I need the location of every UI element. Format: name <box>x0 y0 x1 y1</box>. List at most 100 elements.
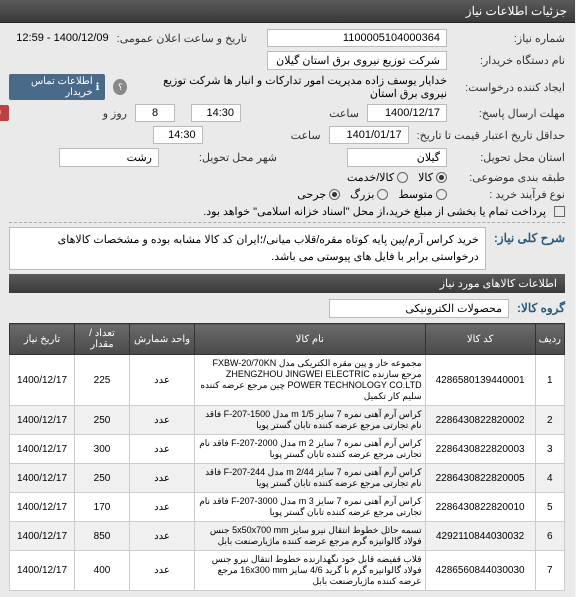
radio-middle[interactable]: متوسط <box>399 188 448 201</box>
contact-badge[interactable]: ℹ اطلاعات تماس خریدار <box>10 74 106 100</box>
table-header-row: ردیف کد کالا نام کالا واحد شمارش تعداد /… <box>11 324 566 355</box>
contact-badge-label: اطلاعات تماس خریدار <box>16 76 94 98</box>
days-left: 8 <box>136 104 176 122</box>
divider <box>10 222 566 223</box>
table-row[interactable]: 64292110844030032تسمه حائل خطوط انتقال ن… <box>11 522 566 551</box>
radio-khadamat[interactable]: کالا/خدمت <box>348 171 409 184</box>
radio-large[interactable]: بزرگ <box>351 188 389 201</box>
cell-qty: 250 <box>76 464 131 493</box>
requester-label: ایجاد کننده درخواست: <box>456 81 566 94</box>
cell-name: کراس آرم آهنی نمره 7 سایز m 2 مدل F-207-… <box>196 435 427 464</box>
radio-circle-icon <box>330 189 341 200</box>
cell-qty: 300 <box>76 435 131 464</box>
announce-value: 1400/12/09 - 12:59 <box>17 32 109 44</box>
province-label: استان محل تحویل: <box>456 151 566 164</box>
validity-label: حداقل تاریخ اعتبار قیمت تا تاریخ: <box>418 129 566 142</box>
panel-title: جزئیات اطلاعات نیاز <box>0 0 576 23</box>
cell-date: 1400/12/17 <box>11 406 76 435</box>
cell-date: 1400/12/17 <box>11 493 76 522</box>
radio-khadamat-label: کالا/خدمت <box>348 171 395 184</box>
cell-unit: عدد <box>131 406 196 435</box>
col-date[interactable]: تاریخ نیاز <box>11 324 76 355</box>
radio-kala[interactable]: کالا <box>419 171 448 184</box>
summary-label: شرح کلی نیاز: <box>495 227 566 249</box>
radio-circle-icon <box>398 172 409 183</box>
cell-qty: 225 <box>76 355 131 406</box>
time-label-1: ساعت <box>250 107 360 120</box>
cell-idx: 4 <box>536 464 565 493</box>
class-label: طبقه بندی موضوعی: <box>456 171 566 184</box>
cell-name: مجموعه خار و پین مقره الکتریکی مدل FXBW-… <box>196 355 427 406</box>
deadline-reply-label: مهلت ارسال پاسخ: <box>456 107 566 120</box>
col-idx[interactable]: ردیف <box>536 324 565 355</box>
need-no-label: شماره نیاز: <box>456 32 566 45</box>
requester-value: خدایار یوسف زاده مدیریت امور تدارکات و ا… <box>136 74 448 100</box>
cell-unit: عدد <box>131 355 196 406</box>
cell-unit: عدد <box>131 435 196 464</box>
day-label: روز و <box>18 107 128 120</box>
payment-note: پرداخت تمام یا بخشی از مبلغ خرید،از محل … <box>204 205 547 218</box>
col-code[interactable]: کد کالا <box>426 324 536 355</box>
cell-qty: 850 <box>76 522 131 551</box>
radio-large-label: بزرگ <box>351 188 375 201</box>
cell-code: 2286430822820010 <box>426 493 536 522</box>
deadline-reply-date: 1400/12/17 <box>368 104 448 122</box>
cell-date: 1400/12/17 <box>11 522 76 551</box>
cell-unit: عدد <box>131 522 196 551</box>
cell-name: کراس آرم آهنی نمره 7 سایز m 1/5 مدل F-20… <box>196 406 427 435</box>
contact-icon: ℹ <box>97 82 101 93</box>
cell-idx: 5 <box>536 493 565 522</box>
radio-circle-icon <box>437 172 448 183</box>
items-table: ردیف کد کالا نام کالا واحد شمارش تعداد /… <box>10 323 566 591</box>
cell-code: 2286430822820002 <box>426 406 536 435</box>
buy-type-label: نوع فرآیند خرید : <box>456 188 566 201</box>
cell-date: 1400/12/17 <box>11 435 76 464</box>
radio-circle-icon <box>378 189 389 200</box>
table-row[interactable]: 32286430822820003کراس آرم آهنی نمره 7 سا… <box>11 435 566 464</box>
radio-kala-label: کالا <box>419 171 434 184</box>
col-unit[interactable]: واحد شمارش <box>131 324 196 355</box>
class-radio-group: کالا کالا/خدمت <box>348 171 448 184</box>
table-row[interactable]: 14286580139440001مجموعه خار و پین مقره ا… <box>11 355 566 406</box>
need-no-value: 1100005104000364 <box>268 29 448 47</box>
table-row[interactable]: 52286430822820010کراس آرم آهنی نمره 7 سا… <box>11 493 566 522</box>
cell-unit: عدد <box>131 493 196 522</box>
countdown-timer: 01:08:49 <box>0 105 10 121</box>
col-qty[interactable]: تعداد / مقدار <box>76 324 131 355</box>
radio-critical-label: جرحی <box>298 188 327 201</box>
buy-type-group: متوسط بزرگ جرحی <box>298 188 448 201</box>
info-icon[interactable]: ؟ <box>114 79 128 95</box>
cell-code: 4292110844030032 <box>426 522 536 551</box>
buyer-value: شرکت توزیع نیروی برق استان گیلان <box>268 51 448 70</box>
buyer-label: نام دستگاه خریدار: <box>456 54 566 67</box>
radio-critical[interactable]: جرحی <box>298 188 341 201</box>
cell-code: 2286430822820003 <box>426 435 536 464</box>
cell-name: کراس آرم آهنی نمره 7 سایز m 2/44 مدل F-2… <box>196 464 427 493</box>
table-row[interactable]: 22286430822820002کراس آرم آهنی نمره 7 سا… <box>11 406 566 435</box>
summary-text: خرید کراس آرم/پین پایه کوتاه مقره/قلاب م… <box>10 227 487 270</box>
validity-time: 14:30 <box>154 126 204 144</box>
cell-date: 1400/12/17 <box>11 464 76 493</box>
payment-checkbox[interactable] <box>555 206 566 217</box>
province-value: گیلان <box>348 148 448 167</box>
cell-idx: 1 <box>536 355 565 406</box>
cell-unit: عدد <box>131 464 196 493</box>
form-area: شماره نیاز: 1100005104000364 تاریخ و ساع… <box>0 23 576 597</box>
city-value: رشت <box>60 148 160 167</box>
table-row[interactable]: 42286430822820005کراس آرم آهنی نمره 7 سا… <box>11 464 566 493</box>
validity-date: 1401/01/17 <box>330 126 410 144</box>
radio-circle-icon <box>437 189 448 200</box>
city-label: شهر محل تحویل: <box>168 151 278 164</box>
cell-code: 2286430822820005 <box>426 464 536 493</box>
col-name[interactable]: نام کالا <box>196 324 427 355</box>
group-value: محصولات الکترونیکی <box>330 299 510 318</box>
cell-date: 1400/12/17 <box>11 355 76 406</box>
cell-qty: 170 <box>76 493 131 522</box>
time-label-2: ساعت <box>212 129 322 142</box>
cell-name: کراس آرم آهنی نمره 7 سایز m 3 مدل F-207-… <box>196 493 427 522</box>
cell-name: تسمه حائل خطوط انتقال نیرو سایز 5x50x700… <box>196 522 427 551</box>
announce-label: تاریخ و ساعت اعلان عمومی: <box>118 32 248 45</box>
cell-code: 4286580139440001 <box>426 355 536 406</box>
radio-middle-label: متوسط <box>399 188 434 201</box>
deadline-reply-time: 14:30 <box>192 104 242 122</box>
